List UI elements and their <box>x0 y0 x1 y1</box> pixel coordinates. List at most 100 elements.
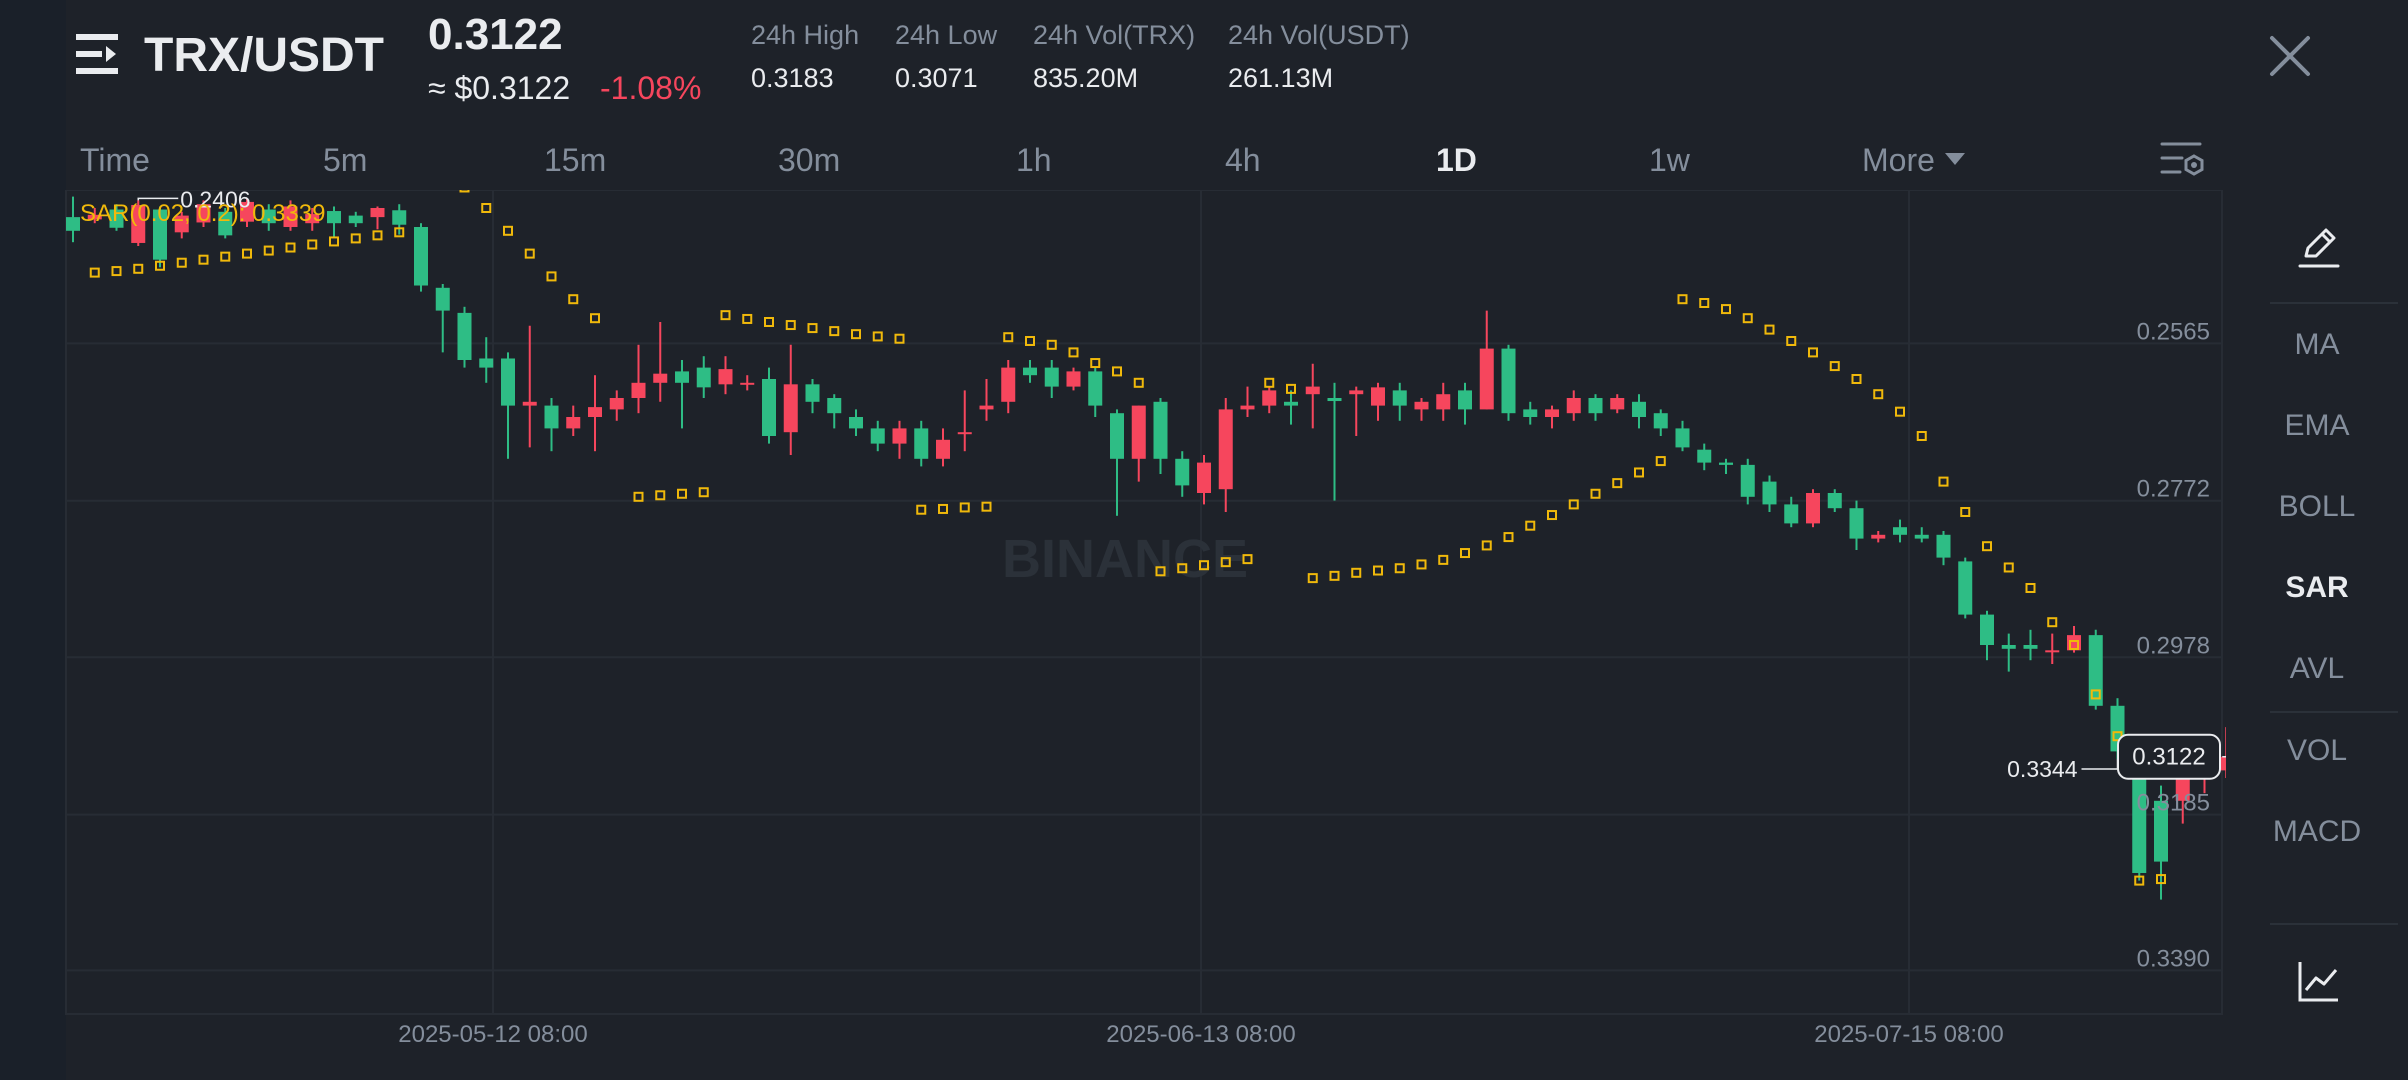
sar-dot <box>372 230 383 241</box>
sar-dot <box>1329 570 1340 581</box>
candle-body <box>196 204 211 223</box>
candle-body <box>588 407 602 417</box>
candle <box>805 379 820 414</box>
candle-body <box>87 214 102 220</box>
candle <box>718 356 733 395</box>
candle <box>588 375 602 452</box>
menu-icon[interactable] <box>76 32 124 76</box>
candle <box>240 198 254 227</box>
candle <box>305 208 320 231</box>
candle-body <box>1088 371 1103 406</box>
candle <box>1653 409 1668 436</box>
sar-dot <box>242 248 252 259</box>
candle-body <box>1653 413 1668 429</box>
candle <box>1458 382 1472 425</box>
pencil-draw-icon[interactable] <box>2296 224 2342 270</box>
sidebar-item-macd[interactable]: MACD <box>2272 815 2362 848</box>
candle <box>131 200 146 246</box>
candle <box>936 428 950 467</box>
sar-dot <box>1003 332 1014 343</box>
sar-dot <box>1634 467 1644 478</box>
candle-body <box>2132 751 2147 873</box>
candle-body <box>66 217 80 231</box>
candle <box>1436 382 1451 421</box>
candle-body <box>827 398 842 414</box>
candle <box>1197 455 1211 505</box>
price-tick-label: 0.2565 <box>2137 318 2210 345</box>
sar-dot <box>1612 478 1623 489</box>
candle <box>1218 398 1233 512</box>
candle <box>653 322 668 402</box>
candle-body <box>805 384 820 402</box>
candle-body <box>762 379 776 436</box>
candle-body <box>1044 367 1059 387</box>
line-chart-icon[interactable] <box>2296 958 2342 1004</box>
tab-1w[interactable]: 1w <box>1649 142 1690 178</box>
sar-dot <box>1829 361 1840 372</box>
tab-30m[interactable]: 30m <box>778 142 841 178</box>
sidebar-item-avl[interactable]: AVL <box>2289 652 2345 685</box>
sidebar-item-ema[interactable]: EMA <box>2284 409 2350 442</box>
sar-dot <box>1242 554 1253 565</box>
candle <box>609 390 624 421</box>
candle <box>87 208 102 224</box>
candle <box>783 344 798 455</box>
sar-dot <box>2134 875 2145 886</box>
candle <box>2023 629 2038 661</box>
sidebar-item-sar[interactable]: SAR <box>2285 571 2349 604</box>
tab-1d[interactable]: 1D <box>1436 142 1477 178</box>
candle <box>2219 727 2226 778</box>
stat-label: 24h Low <box>895 20 998 50</box>
chart-settings-icon[interactable] <box>2160 138 2206 180</box>
candle-body <box>1414 401 1429 410</box>
close-icon[interactable] <box>2264 30 2316 82</box>
time-tick-label: 2025-05-12 08:00 <box>398 1021 588 1048</box>
sar-dot <box>89 267 100 278</box>
tab-time[interactable]: Time <box>80 142 150 178</box>
candle-body <box>1871 534 1886 539</box>
sidebar-item-ma[interactable]: MA <box>2294 328 2340 361</box>
sidebar-item-vol[interactable]: VOL <box>2286 734 2348 767</box>
sar-dot <box>698 487 709 498</box>
sar-dot <box>459 190 470 193</box>
candle-body <box>1675 428 1690 448</box>
candle-body <box>370 208 385 218</box>
trading-pair[interactable]: TRX/USDT <box>144 29 384 82</box>
candle <box>892 420 907 459</box>
sar-dot <box>220 251 231 262</box>
candle-body <box>740 382 755 385</box>
stat-24h-vol-trx: 24h Vol(TRX) 835.20M <box>1033 20 1195 94</box>
tab-more[interactable]: More <box>1862 142 1965 179</box>
sar-dot <box>1742 313 1753 324</box>
candle-body <box>870 428 885 444</box>
sar-dot <box>938 503 948 514</box>
candle-body <box>1806 493 1820 524</box>
sar-dot <box>1264 377 1275 388</box>
candle-body <box>1501 348 1516 414</box>
tab-1h[interactable]: 1h <box>1016 142 1052 178</box>
sar-dot <box>176 257 187 268</box>
sar-dot <box>1721 304 1731 315</box>
sar-dot <box>1786 336 1797 346</box>
tab-15m[interactable]: 15m <box>544 142 607 178</box>
candle <box>1262 386 1277 414</box>
sar-dot <box>1068 347 1079 358</box>
sidebar-divider <box>2270 302 2398 304</box>
stat-label: 24h Vol(USDT) <box>1228 20 1410 50</box>
candle-body <box>1197 462 1211 493</box>
tab-4h[interactable]: 4h <box>1225 142 1261 178</box>
candle-body <box>1479 348 1494 410</box>
candle <box>261 204 276 231</box>
candle <box>1001 360 1016 414</box>
candle <box>566 405 581 436</box>
tab-5m[interactable]: 5m <box>323 142 368 178</box>
candle <box>1066 367 1081 391</box>
sar-dot <box>1873 389 1884 400</box>
candle <box>1088 367 1103 417</box>
sar-dot <box>503 225 513 236</box>
candle <box>1893 519 1907 543</box>
sidebar-item-boll[interactable]: BOLL <box>2278 490 2356 523</box>
sar-dot <box>568 294 579 305</box>
